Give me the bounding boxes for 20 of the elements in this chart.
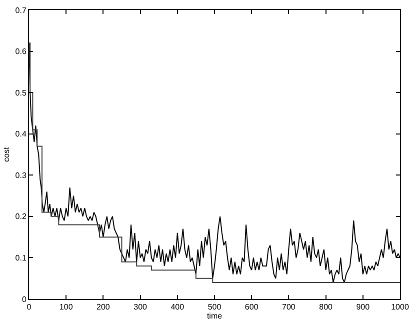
x-tick-label: 800 (319, 302, 334, 312)
y-tick-label: 0.5 (15, 88, 27, 98)
y-tick-label: 0 (22, 294, 27, 304)
x-tick-label: 400 (170, 302, 185, 312)
y-tick-label: 0.7 (15, 6, 27, 15)
x-tick-label: 100 (59, 302, 74, 312)
x-tick-label: 300 (134, 302, 148, 312)
x-tick-label: 200 (96, 302, 110, 312)
x-axis-title: time (206, 312, 223, 321)
y-tick-label: 0.1 (15, 254, 27, 263)
y-axis-title: cost (2, 146, 11, 162)
x-tick-label: 500 (208, 302, 222, 312)
y-tick-label: 0.6 (15, 47, 27, 56)
y-tick-label: 0.3 (15, 170, 27, 180)
y-tick-label: 0.2 (15, 212, 27, 222)
x-tick-label: 600 (244, 302, 259, 312)
y-tick-label: 0.4 (15, 130, 27, 139)
x-tick-label: 1000 (391, 302, 410, 312)
x-tick-label: 700 (282, 302, 296, 312)
x-tick-label: 900 (356, 302, 370, 312)
